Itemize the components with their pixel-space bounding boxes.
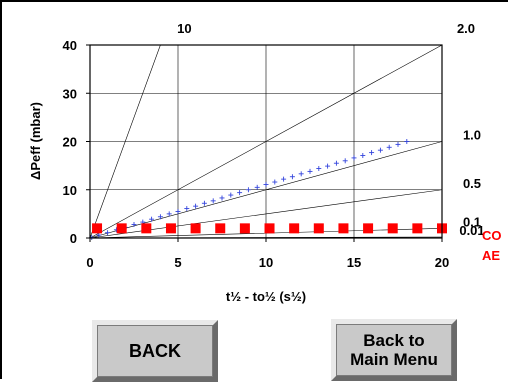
plus-marker bbox=[342, 158, 348, 164]
plus-marker bbox=[369, 150, 375, 156]
plus-marker bbox=[281, 176, 287, 182]
plus-marker bbox=[272, 179, 278, 185]
square-marker bbox=[239, 223, 250, 234]
plus-marker bbox=[184, 206, 190, 212]
plus-marker bbox=[404, 139, 410, 144]
plus-marker bbox=[316, 166, 322, 172]
x-tick-label: 10 bbox=[259, 255, 273, 270]
back-button[interactable]: BACK bbox=[92, 320, 218, 382]
square-marker bbox=[165, 223, 176, 234]
plus-marker bbox=[219, 195, 225, 201]
back-button-label: BACK bbox=[97, 325, 213, 377]
square-marker bbox=[190, 223, 201, 234]
plus-marker bbox=[289, 174, 295, 180]
axis-layer: 0 5 10 15 20 0 10 20 30 40 bbox=[63, 38, 450, 270]
side-label-ae: AE bbox=[482, 248, 500, 263]
square-marker bbox=[412, 223, 423, 234]
y-tick-label: 20 bbox=[63, 135, 77, 150]
square-marker bbox=[141, 223, 152, 234]
x-axis-title: t½ - to½ (s½) bbox=[226, 289, 306, 304]
contour-line bbox=[89, 141, 443, 239]
contour-line bbox=[89, 44, 443, 239]
x-tick-label: 5 bbox=[174, 255, 181, 270]
plus-marker bbox=[325, 163, 331, 169]
plus-marker bbox=[166, 211, 172, 217]
x-tick-label: 0 bbox=[86, 255, 93, 270]
plus-marker bbox=[386, 144, 392, 150]
plus-marker bbox=[210, 198, 216, 204]
plus-marker bbox=[307, 168, 313, 174]
square-marker bbox=[215, 223, 226, 234]
y-tick-label: 30 bbox=[63, 86, 77, 101]
plus-marker bbox=[175, 208, 181, 214]
plus-marker bbox=[298, 171, 304, 177]
square-marker bbox=[338, 223, 349, 234]
square-marker bbox=[289, 223, 300, 234]
plus-marker bbox=[105, 230, 111, 236]
label-layer: 10 2.0 1.0 0.5 0.10.01 bbox=[177, 21, 484, 238]
contour-label: 1.0 bbox=[463, 128, 481, 143]
x-tick-label: 15 bbox=[347, 255, 361, 270]
plus-marker bbox=[157, 214, 163, 220]
contour-label: 0.1 bbox=[463, 214, 481, 229]
series-layer bbox=[89, 139, 447, 241]
square-marker bbox=[363, 223, 374, 234]
square-marker bbox=[264, 223, 275, 234]
side-label-co: CO bbox=[482, 228, 502, 243]
back-to-main-menu-button[interactable]: Back to Main Menu bbox=[331, 319, 457, 381]
y-tick-label: 0 bbox=[70, 231, 77, 246]
plus-marker bbox=[395, 141, 401, 147]
plus-marker bbox=[96, 232, 102, 238]
plus-marker bbox=[360, 152, 366, 158]
plus-marker bbox=[149, 216, 155, 222]
contour-label: 10 bbox=[177, 21, 191, 36]
plus-marker bbox=[131, 221, 137, 227]
square-marker bbox=[313, 223, 324, 234]
y-tick-label: 10 bbox=[63, 183, 77, 198]
plus-marker bbox=[333, 160, 339, 166]
contour-line bbox=[89, 44, 161, 239]
y-tick-label: 40 bbox=[63, 38, 77, 53]
contour-label: 2.0 bbox=[457, 21, 475, 36]
plus-marker bbox=[254, 184, 260, 190]
plus-marker bbox=[228, 192, 234, 198]
plus-marker bbox=[237, 190, 243, 196]
main-menu-button-label: Back to Main Menu bbox=[336, 324, 452, 376]
plus-marker bbox=[377, 147, 383, 153]
plus-marker bbox=[193, 203, 199, 209]
top-border bbox=[0, 0, 508, 2]
plus-marker bbox=[351, 155, 357, 161]
square-marker bbox=[387, 223, 398, 234]
x-tick-label: 20 bbox=[435, 255, 449, 270]
left-border bbox=[0, 0, 2, 379]
square-marker bbox=[116, 223, 127, 234]
square-marker bbox=[92, 223, 103, 234]
plus-marker bbox=[201, 200, 207, 206]
plus-marker bbox=[263, 181, 269, 187]
contour-label: 0.5 bbox=[463, 176, 481, 191]
contour-label: 0.01 bbox=[459, 223, 484, 238]
y-axis-title: ΔPeff (mbar) bbox=[28, 102, 43, 180]
plus-marker bbox=[245, 187, 251, 193]
